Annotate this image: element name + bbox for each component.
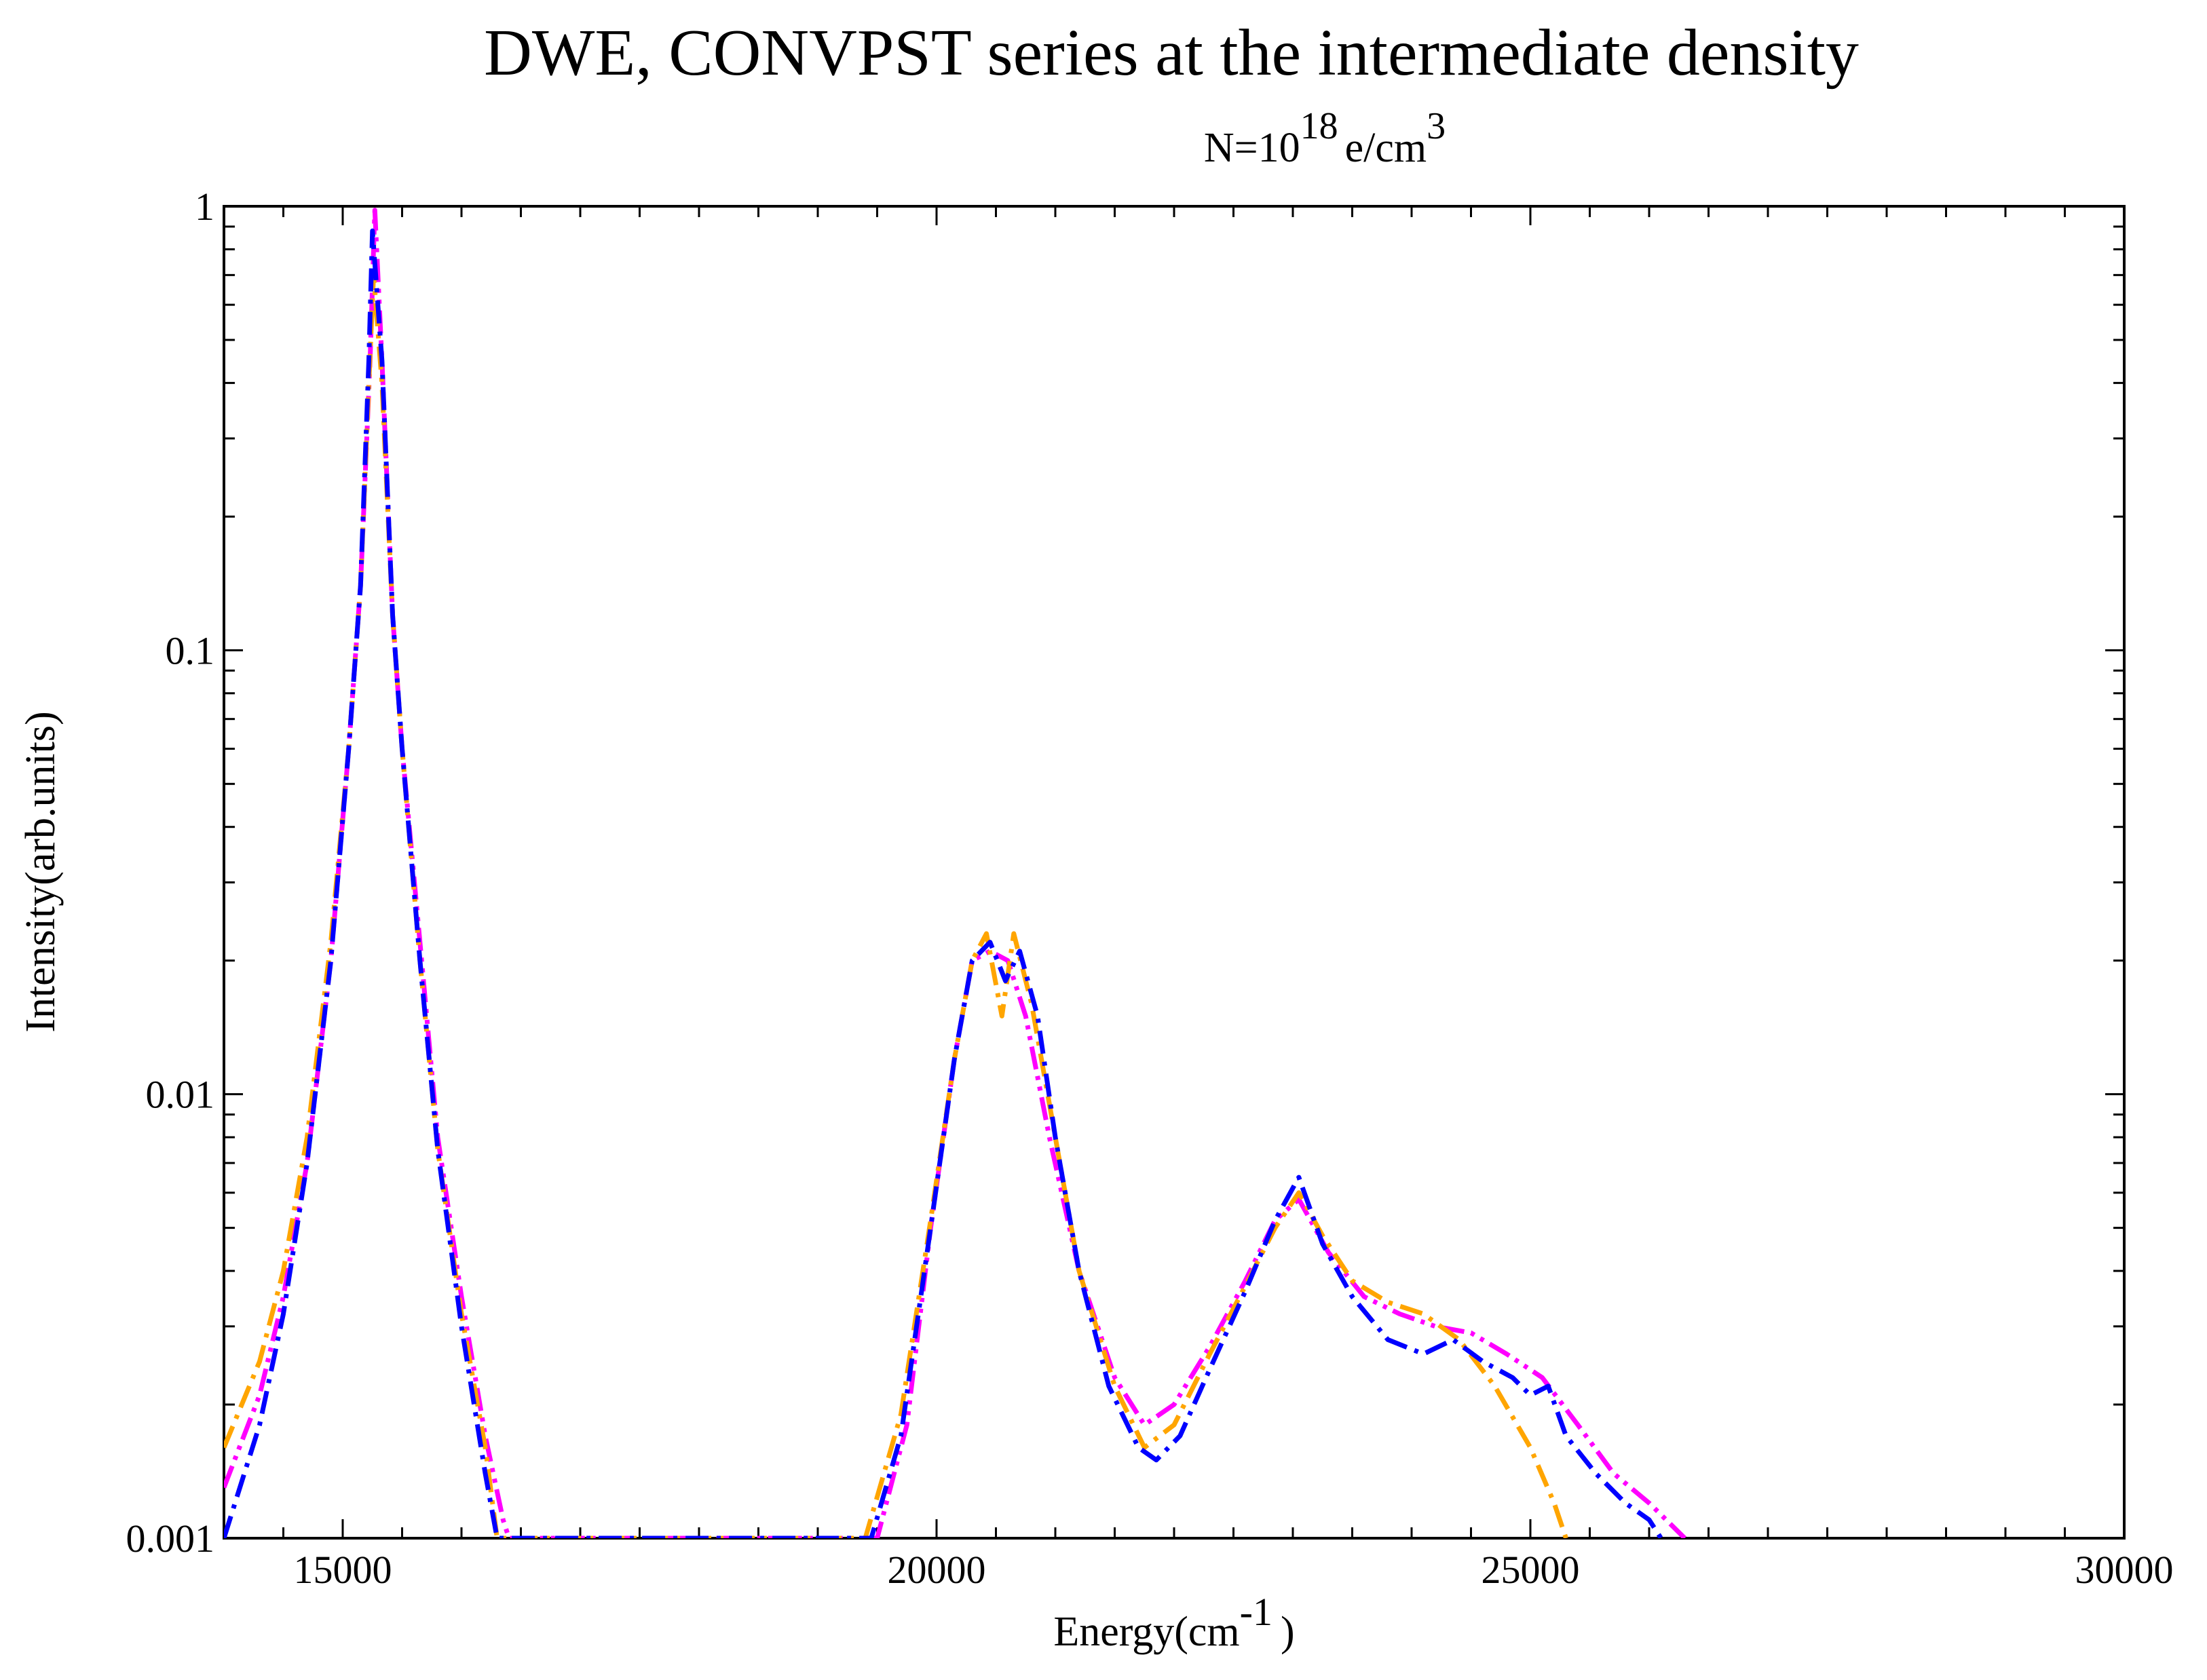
x-tick-label: 20000 xyxy=(888,1548,986,1592)
axis-ticks xyxy=(223,206,2126,1540)
chart-title: DWE, CONVPST series at the intermediate … xyxy=(484,16,1859,90)
y-axis-label: Intensity(arb.units) xyxy=(18,711,64,1033)
x-axis-label-sup: -1 xyxy=(1240,1590,1272,1634)
series-line-2 xyxy=(224,272,1568,1538)
series-line-3 xyxy=(224,228,1663,1538)
x-tick-label: 15000 xyxy=(294,1548,392,1592)
x-tick-label: 25000 xyxy=(1482,1548,1580,1592)
y-tick-label: 0.1 xyxy=(166,628,215,672)
x-tick-label: 30000 xyxy=(2075,1548,2174,1592)
tick-labels: 15000 20000 25000 30000 0.001 0.01 0.1 1 xyxy=(126,185,2174,1592)
x-axis-label-close: ) xyxy=(1281,1609,1295,1655)
chart-subtitle: N=1018 e/cm3 xyxy=(1204,105,1446,171)
series-line-1 xyxy=(224,208,1686,1538)
x-axis-label-main: Energy(cm xyxy=(1053,1609,1239,1655)
subtitle-prefix: N=10 xyxy=(1204,125,1300,171)
subtitle-exp1: 18 xyxy=(1300,105,1338,147)
subtitle-mid: e/cm xyxy=(1345,125,1427,171)
y-tick-label: 0.001 xyxy=(126,1516,215,1561)
subtitle-exp2: 3 xyxy=(1427,105,1446,147)
y-tick-label: 0.01 xyxy=(146,1073,215,1117)
plot-frame xyxy=(223,205,2126,1540)
series-layer xyxy=(224,208,1686,1538)
plot-area xyxy=(223,205,2126,1540)
x-axis-label: Energy(cm-1) xyxy=(1053,1590,1294,1655)
y-tick-label: 1 xyxy=(195,185,214,229)
